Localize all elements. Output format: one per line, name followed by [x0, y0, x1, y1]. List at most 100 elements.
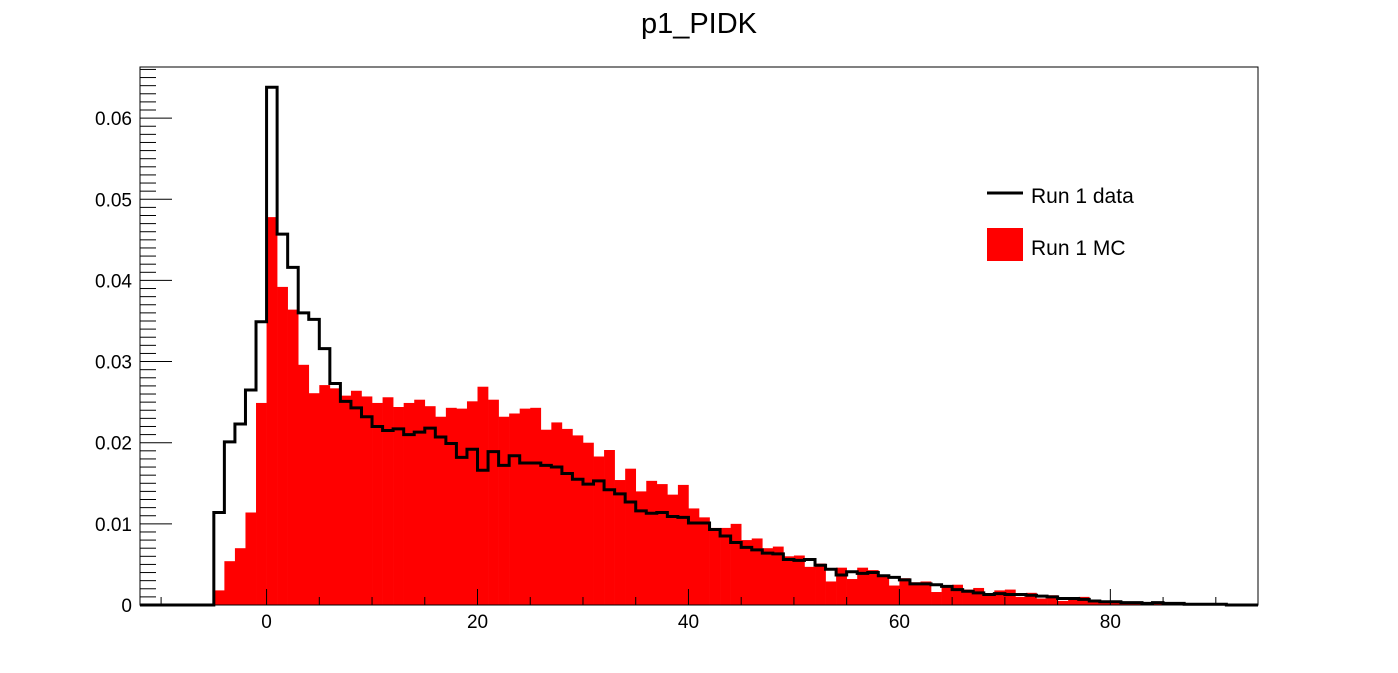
mc-bar	[298, 364, 310, 605]
y-tick-label: 0.04	[95, 271, 132, 292]
mc-bar	[825, 581, 837, 605]
mc-bar	[277, 286, 288, 605]
mc-bar	[456, 408, 468, 605]
y-tick-label: 0.01	[95, 515, 132, 536]
mc-bar	[393, 407, 404, 605]
mc-bar	[372, 402, 383, 605]
mc-bar	[1078, 596, 1090, 605]
y-tick-label: 0.06	[95, 109, 132, 130]
x-tick-label: 0	[261, 612, 272, 633]
mc-bar	[1152, 603, 1164, 605]
mc-bar	[888, 585, 900, 605]
mc-bar	[677, 484, 689, 605]
x-axis: 0 20 40 60 80	[160, 589, 1217, 633]
x-tick-label: 40	[678, 612, 699, 633]
mc-bar	[350, 390, 362, 605]
mc-bar	[530, 407, 542, 605]
mc-bar	[983, 595, 995, 605]
mc-bar	[266, 217, 278, 605]
legend: Run 1 data Run 1 MC	[987, 185, 1134, 261]
mc-bar	[920, 581, 932, 605]
mc-bar	[287, 309, 299, 605]
mc-bar	[804, 566, 816, 605]
mc-bar	[878, 574, 890, 605]
mc-bar	[1047, 595, 1058, 605]
mc-bar	[688, 508, 700, 605]
mc-bar	[435, 416, 447, 605]
legend-label-data: Run 1 data	[1031, 185, 1134, 208]
y-tick-label: 0.05	[95, 190, 132, 211]
mc-bar	[329, 388, 341, 605]
mc-bar	[234, 548, 246, 605]
mc-bar	[899, 578, 911, 605]
mc-bar	[973, 587, 985, 605]
mc-bar	[382, 397, 394, 605]
mc-bar	[445, 407, 457, 605]
mc-bar	[340, 395, 352, 605]
mc-bar	[1068, 599, 1079, 605]
mc-bar	[646, 480, 658, 605]
mc-bar	[540, 429, 552, 605]
mc-bar	[509, 413, 520, 605]
y-tick-label: 0.02	[95, 434, 132, 455]
mc-bar	[1089, 601, 1101, 605]
plot-frame	[139, 66, 1259, 606]
x-tick-label: 60	[889, 612, 910, 633]
mc-bar	[720, 527, 731, 605]
mc-bar	[361, 396, 373, 605]
mc-bar	[245, 512, 257, 605]
mc-bar	[730, 523, 742, 605]
chart-title: p1_PIDK	[641, 8, 758, 40]
mc-bar	[1004, 589, 1016, 605]
mc-bar	[846, 579, 858, 605]
legend-label-mc: Run 1 MC	[1031, 237, 1126, 260]
mc-bar	[1036, 598, 1048, 605]
mc-bar	[308, 393, 320, 605]
mc-bar	[867, 570, 879, 605]
mc-bar	[551, 422, 563, 605]
mc-bar	[414, 399, 426, 605]
mc-bar	[994, 590, 1006, 605]
mc-bar	[1057, 600, 1069, 605]
mc-bar	[962, 589, 974, 605]
mc-bar	[656, 484, 668, 605]
mc-bar	[614, 480, 626, 605]
mc-bar	[256, 402, 267, 605]
mc-bar	[952, 584, 963, 605]
mc-bar	[519, 408, 531, 605]
mc-bar	[319, 385, 331, 605]
y-axis: 0 0.01 0.02 0.03 0.04 0.05 0.06	[95, 68, 172, 617]
mc-bar	[741, 540, 753, 605]
mc-bar	[604, 450, 615, 605]
mc-bar	[224, 561, 236, 605]
mc-bar	[572, 435, 584, 605]
mc-bar	[772, 546, 784, 605]
x-tick-label: 80	[1100, 612, 1121, 633]
mc-bar	[709, 527, 721, 605]
mc-bar	[635, 491, 647, 605]
mc-bar	[836, 567, 847, 605]
mc-bar	[424, 406, 436, 605]
mc-bar	[213, 590, 225, 605]
mc-bar	[403, 402, 415, 605]
y-tick-label: 0.03	[95, 353, 132, 374]
mc-bar	[793, 555, 805, 605]
y-tick-label: 0	[121, 596, 132, 617]
mc-bar	[488, 399, 499, 605]
mc-bar	[909, 582, 921, 605]
mc-bar	[466, 401, 478, 605]
mc-bar	[1025, 592, 1037, 605]
mc-bar	[477, 386, 489, 605]
mc-bar	[751, 538, 763, 605]
mc-bar	[1110, 601, 1122, 605]
mc-bar	[593, 456, 605, 605]
mc-bar	[561, 428, 573, 605]
mc-bar	[815, 563, 826, 605]
mc-bar	[1015, 596, 1027, 605]
x-tick-label: 20	[467, 612, 488, 633]
mc-bar	[783, 556, 795, 605]
mc-bar	[941, 585, 953, 605]
mc-bar	[667, 494, 679, 605]
mc-bar	[582, 442, 594, 605]
